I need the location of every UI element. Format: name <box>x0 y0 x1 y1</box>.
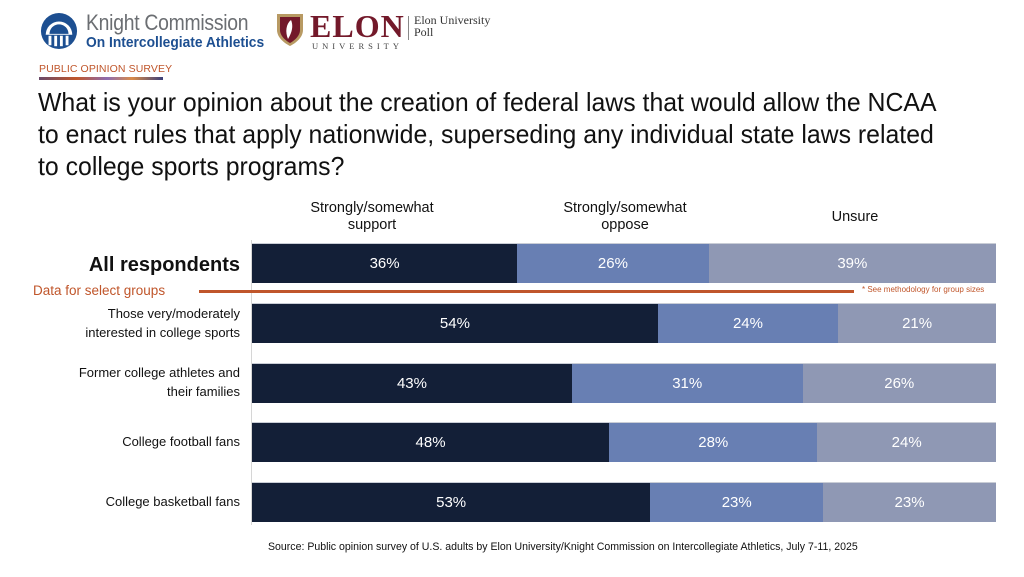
elon-poll-label: Elon University Poll <box>414 14 490 38</box>
row-label-interested: Those very/moderately interested in coll… <box>85 304 240 342</box>
kicker-label: PUBLIC OPINION SURVEY <box>39 63 173 75</box>
bar-segment-unsure: 26% <box>802 363 996 403</box>
data-label: 36% <box>369 255 400 272</box>
data-label: 23% <box>894 494 925 511</box>
bar-segment-unsure: 39% <box>708 243 996 283</box>
row-label-football-fans: College football fans <box>122 434 240 449</box>
row-label-former-athletes-line-2: their families <box>167 384 240 399</box>
legend-support-line-2: support <box>347 217 397 233</box>
bar-segment-unsure: 24% <box>817 422 996 462</box>
bar-row: 36% 26% 39% <box>252 243 996 283</box>
bar-row: 53% 23% 23% <box>252 482 996 522</box>
data-label: 43% <box>396 375 427 392</box>
elon-wordmark: ELON <box>310 8 405 44</box>
source-note: Source: Public opinion survey of U.S. ad… <box>268 541 858 553</box>
legend-support-line-1: Strongly/somewhat <box>310 200 434 216</box>
legend-support: Strongly/somewhat support <box>272 200 472 234</box>
row-label-basketball-fans: College basketball fans <box>105 494 240 509</box>
bar-row: 48% 28% 24% <box>252 422 996 462</box>
elon-university-text: UNIVERSITY <box>312 41 403 51</box>
data-label: 28% <box>698 434 729 451</box>
elon-poll-line-2: Poll <box>414 25 434 39</box>
legend-unsure: Unsure <box>780 209 930 226</box>
kicker-underline <box>39 77 163 80</box>
bar-row: 43% 31% 26% <box>252 363 996 403</box>
bar-segment-unsure: 23% <box>823 482 996 522</box>
data-label: 21% <box>902 315 933 332</box>
data-label: 54% <box>439 315 470 332</box>
bar-segment-oppose: 23% <box>650 482 824 522</box>
legend-oppose-line-2: oppose <box>601 217 649 233</box>
legend-unsure-line-1: Unsure <box>831 209 879 225</box>
category-axis-line <box>251 240 252 525</box>
select-groups-label: Data for select groups <box>33 283 166 298</box>
row-label-interested-line-2: interested in college sports <box>85 325 240 340</box>
legend-oppose-line-1: Strongly/somewhat <box>563 200 687 216</box>
data-label: 26% <box>884 375 915 392</box>
logo-divider <box>408 16 409 40</box>
bar-segment-support: 54% <box>252 303 658 343</box>
data-label: 53% <box>436 494 467 511</box>
bar-segment-oppose: 28% <box>609 422 818 462</box>
data-label: 26% <box>597 255 628 272</box>
bar-segment-support: 53% <box>252 482 651 522</box>
chart-title: What is your opinion about the creation … <box>38 87 936 181</box>
data-label: 39% <box>837 255 868 272</box>
bar-segment-unsure: 21% <box>838 303 996 343</box>
capitol-dome-icon <box>40 12 78 50</box>
row-label-former-athletes-line-1: Former college athletes and <box>78 365 240 380</box>
data-label: 24% <box>891 434 922 451</box>
bar-segment-support: 36% <box>252 243 518 283</box>
row-label-interested-line-1: Those very/moderately <box>107 306 240 321</box>
elon-university-logo: ELON UNIVERSITY Elon University Poll <box>276 8 516 52</box>
elon-poll-line-1: Elon University <box>414 13 491 27</box>
data-label: 48% <box>415 434 446 451</box>
knight-commission-subtitle: On Intercollegiate Athletics <box>86 34 265 51</box>
data-label: 24% <box>732 315 763 332</box>
bar-segment-oppose: 31% <box>571 363 803 403</box>
row-label-former-athletes: Former college athletes and their famili… <box>79 363 240 401</box>
bar-segment-support: 48% <box>252 422 610 462</box>
data-label: 23% <box>721 494 752 511</box>
legend-oppose: Strongly/somewhat oppose <box>520 200 730 234</box>
select-groups-divider <box>199 290 854 293</box>
bar-segment-oppose: 26% <box>517 243 709 283</box>
bar-segment-oppose: 24% <box>657 303 839 343</box>
bar-segment-support: 43% <box>252 363 572 403</box>
data-label: 31% <box>672 375 703 392</box>
knight-commission-logo: Knight Commission On Intercollegiate Ath… <box>40 10 275 52</box>
row-label-all-respondents: All respondents <box>88 254 240 276</box>
stacked-bars: 36% 26% 39% 54% 24% 21% 43% 31% 26% 48% 28% 24% 53% 2… <box>252 0 996 577</box>
elon-shield-icon <box>277 14 303 46</box>
methodology-note: * See methodology for group sizes <box>862 285 985 294</box>
bar-row: 54% 24% 21% <box>252 303 996 343</box>
knight-commission-name: Knight Commission <box>86 10 249 35</box>
